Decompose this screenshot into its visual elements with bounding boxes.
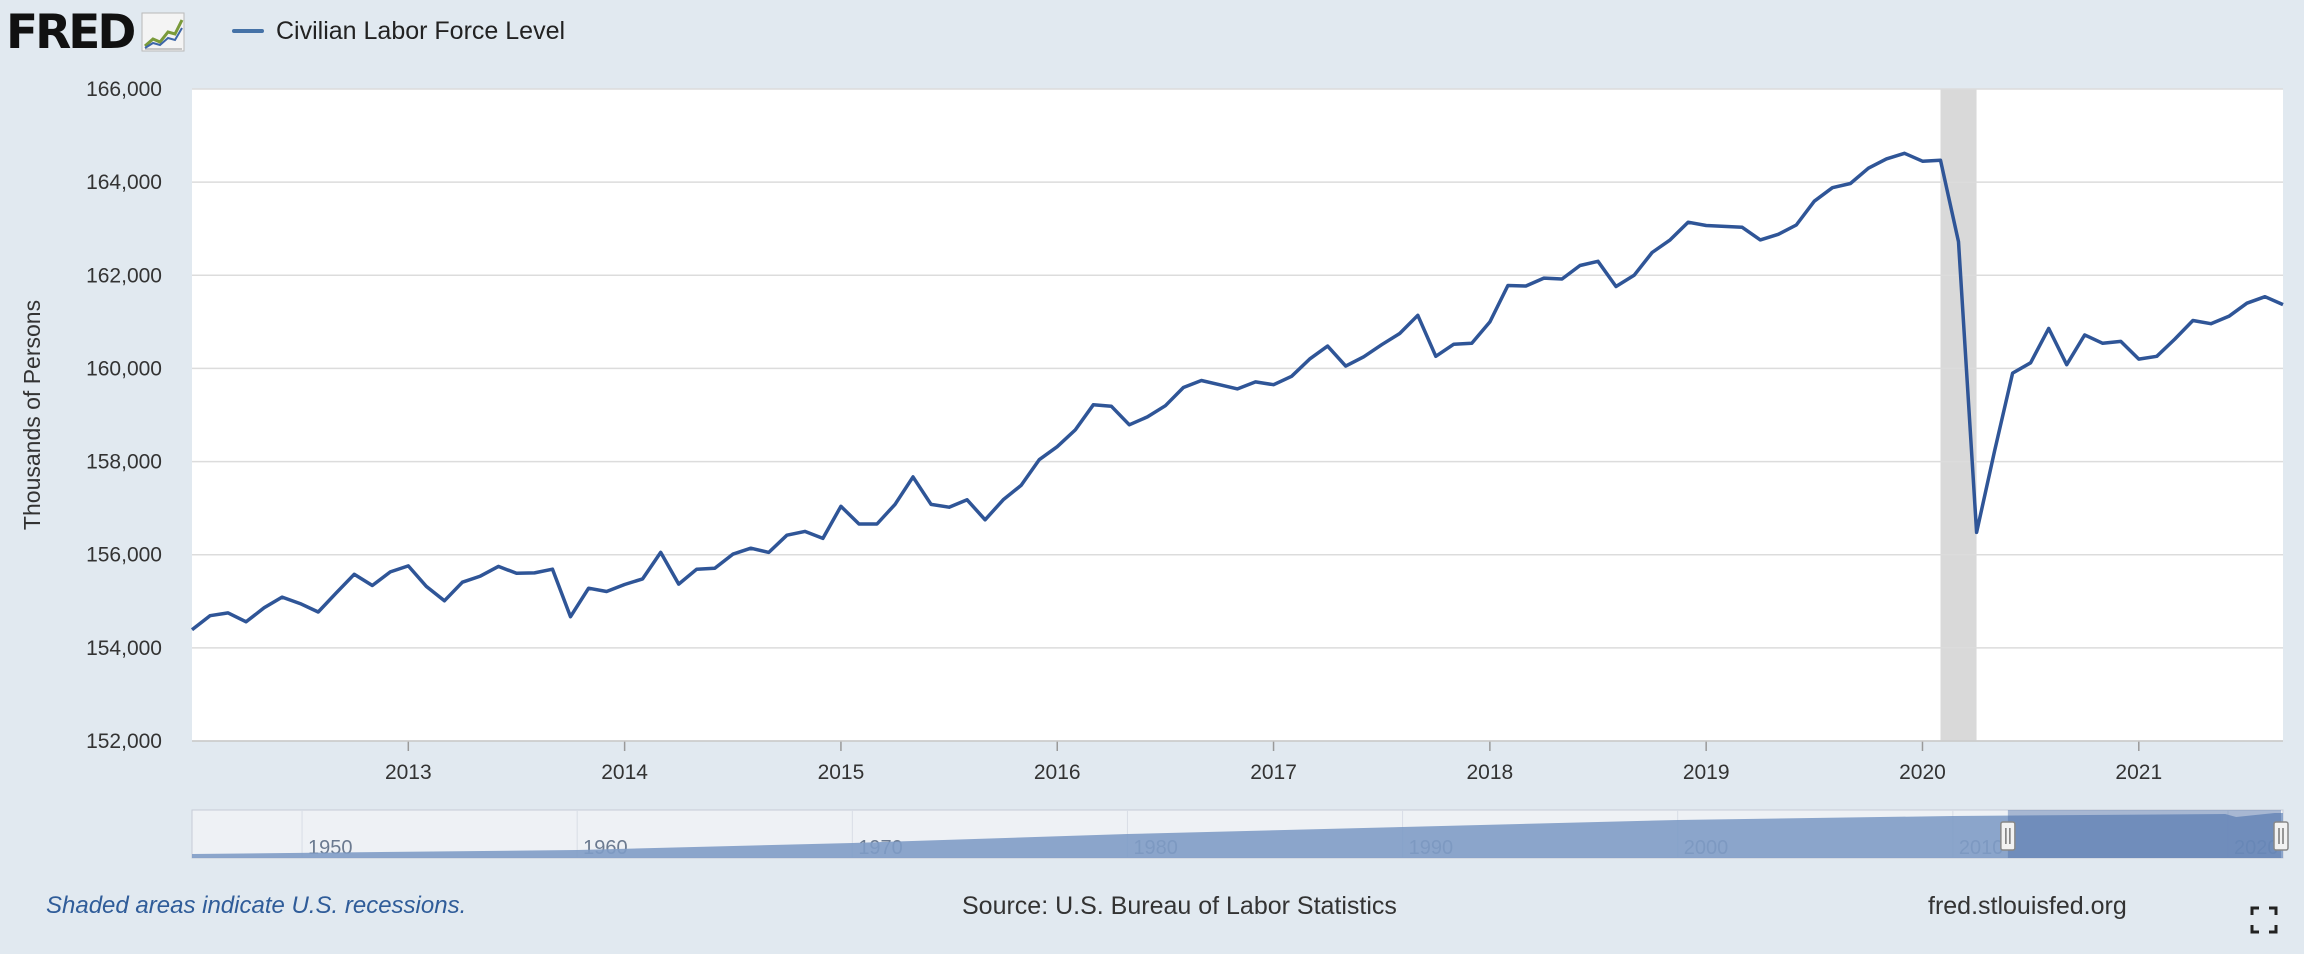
y-tick-label: 156,000 (86, 544, 162, 567)
x-tick-label: 2016 (1034, 761, 1081, 784)
navigator-selection[interactable] (2007, 810, 2281, 858)
y-tick-label: 158,000 (86, 451, 162, 474)
navigator-handle-left[interactable] (2000, 821, 2016, 851)
series-line (190, 151, 2284, 632)
source-text: Source: U.S. Bureau of Labor Statistics (962, 892, 1397, 920)
chart-header: FRED Civilian Labor Force Level (0, 0, 2304, 70)
legend-label: Civilian Labor Force Level (276, 16, 566, 45)
fullscreen-icon[interactable] (2250, 906, 2278, 934)
recession-note: Shaded areas indicate U.S. recessions. (46, 892, 467, 919)
series-layer (190, 151, 2284, 632)
x-tick-label: 2014 (601, 761, 648, 784)
x-axis: 2013 2014 2015 2016 2017 2018 2019 2020 2021 (192, 740, 2283, 784)
range-navigator[interactable]: 19501960197019801990200020102020 (191, 809, 2289, 859)
line-graph-icon (141, 12, 185, 52)
x-tick-label: 2017 (1250, 761, 1297, 784)
navigator-series-area (192, 813, 2283, 858)
fred-logo[interactable]: FRED (6, 2, 185, 62)
legend-swatch (232, 29, 264, 33)
site-link[interactable]: fred.stlouisfed.org (1928, 892, 2127, 920)
y-axis-label: Thousands of Persons (19, 300, 45, 530)
y-tick-label: 160,000 (86, 357, 162, 380)
navigator-handle-right[interactable] (2273, 821, 2289, 851)
x-tick-label: 2019 (1683, 761, 1730, 784)
y-tick-label: 162,000 (86, 264, 162, 287)
plot-background (192, 89, 2283, 741)
x-tick-label: 2021 (2115, 761, 2162, 784)
y-tick-label: 154,000 (86, 637, 162, 660)
handle-body (2273, 821, 2289, 851)
y-tick-label: 166,000 (86, 78, 162, 101)
x-tick-label: 2015 (818, 761, 865, 784)
x-tick-label: 2013 (385, 761, 432, 784)
x-tick-label: 2020 (1899, 761, 1946, 784)
handle-body (2000, 821, 2016, 851)
logo-text: FRED (6, 4, 136, 60)
y-axis: 152,000 154,000 156,000 158,000 160,000 162,0… (86, 78, 162, 753)
chart-legend[interactable]: Civilian Labor Force Level (232, 14, 565, 48)
x-tick-label: 2018 (1467, 761, 1514, 784)
y-tick-label: 164,000 (86, 171, 162, 194)
y-tick-label: 152,000 (86, 730, 162, 753)
